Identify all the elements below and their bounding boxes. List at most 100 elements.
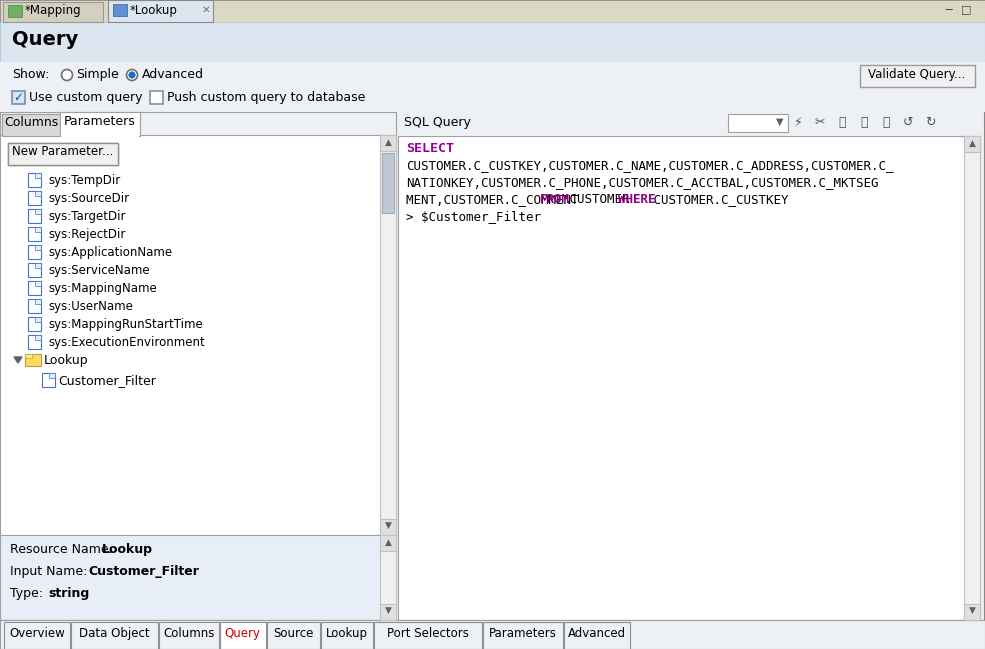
Bar bbox=[150, 91, 163, 104]
Text: Push custom query to database: Push custom query to database bbox=[167, 91, 365, 104]
Bar bbox=[220, 622, 266, 649]
Text: ▲: ▲ bbox=[384, 138, 391, 147]
Bar bbox=[380, 135, 396, 535]
Bar bbox=[964, 136, 980, 620]
Text: Port Selectors: Port Selectors bbox=[387, 627, 469, 640]
Bar bbox=[380, 535, 396, 620]
Text: Validate Query...: Validate Query... bbox=[869, 68, 965, 81]
Bar bbox=[25, 354, 32, 358]
Bar bbox=[42, 373, 55, 387]
Bar bbox=[35, 281, 41, 286]
Text: NATIONKEY,CUSTOMER.C_PHONE,CUSTOMER.C_ACCTBAL,CUSTOMER.C_MKTSEG: NATIONKEY,CUSTOMER.C_PHONE,CUSTOMER.C_AC… bbox=[406, 176, 879, 189]
Bar bbox=[4, 622, 70, 649]
Text: Lookup: Lookup bbox=[326, 627, 368, 640]
Text: ⎘: ⎘ bbox=[838, 116, 846, 129]
Text: Columns: Columns bbox=[164, 627, 215, 640]
Text: > $Customer_Filter: > $Customer_Filter bbox=[406, 210, 541, 223]
Bar bbox=[728, 114, 788, 132]
Text: Simple: Simple bbox=[76, 68, 119, 81]
Text: FROM: FROM bbox=[540, 193, 570, 206]
Bar bbox=[108, 0, 213, 22]
Text: sys:RejectDir: sys:RejectDir bbox=[48, 228, 125, 241]
Bar bbox=[267, 622, 319, 649]
Bar bbox=[380, 604, 396, 620]
Text: string: string bbox=[48, 587, 90, 600]
Text: Show:: Show: bbox=[12, 68, 49, 81]
Text: Customer_Filter: Customer_Filter bbox=[58, 374, 156, 387]
Text: Resource Name:: Resource Name: bbox=[10, 543, 113, 556]
Bar bbox=[380, 535, 396, 551]
Text: New Parameter...: New Parameter... bbox=[13, 145, 113, 158]
Text: CUSTOMER.C_CUSTKEY: CUSTOMER.C_CUSTKEY bbox=[646, 193, 788, 206]
Text: ⎗: ⎗ bbox=[860, 116, 868, 129]
Text: sys:MappingRunStartTime: sys:MappingRunStartTime bbox=[48, 318, 203, 331]
Bar bbox=[398, 136, 980, 620]
Text: SELECT: SELECT bbox=[406, 142, 454, 155]
Bar bbox=[35, 227, 41, 232]
Text: Advanced: Advanced bbox=[142, 68, 204, 81]
Bar bbox=[28, 173, 41, 187]
Text: Columns: Columns bbox=[4, 116, 58, 129]
Bar bbox=[28, 191, 41, 205]
Bar bbox=[860, 65, 975, 87]
Bar bbox=[35, 173, 41, 178]
Text: ▼: ▼ bbox=[384, 521, 391, 530]
Bar bbox=[320, 622, 373, 649]
Bar bbox=[28, 227, 41, 241]
Text: Lookup: Lookup bbox=[102, 543, 153, 556]
Bar bbox=[61, 134, 139, 137]
Bar bbox=[964, 604, 980, 620]
Text: sys:ApplicationName: sys:ApplicationName bbox=[48, 246, 172, 259]
Text: Parameters: Parameters bbox=[489, 627, 557, 640]
Text: Lookup: Lookup bbox=[44, 354, 89, 367]
Text: ↺: ↺ bbox=[902, 116, 913, 129]
Bar bbox=[563, 622, 630, 649]
Text: Overview: Overview bbox=[9, 627, 65, 640]
Text: ▲: ▲ bbox=[384, 538, 391, 547]
Circle shape bbox=[126, 69, 138, 80]
Text: MENT,CUSTOMER.C_COMMENT: MENT,CUSTOMER.C_COMMENT bbox=[406, 193, 586, 206]
Text: *Lookup: *Lookup bbox=[130, 4, 178, 17]
Text: Advanced: Advanced bbox=[567, 627, 625, 640]
Text: Query: Query bbox=[225, 627, 261, 640]
Text: WHERE: WHERE bbox=[618, 193, 656, 206]
Bar bbox=[380, 519, 396, 535]
Bar bbox=[0, 620, 985, 649]
Bar bbox=[8, 143, 118, 165]
Bar bbox=[160, 622, 219, 649]
Text: sys:ExecutionEnvironment: sys:ExecutionEnvironment bbox=[48, 336, 205, 349]
Text: sys:ServiceName: sys:ServiceName bbox=[48, 264, 150, 277]
Text: ▲: ▲ bbox=[968, 139, 975, 148]
Text: Data Object: Data Object bbox=[80, 627, 150, 640]
Text: sys:TargetDir: sys:TargetDir bbox=[48, 210, 125, 223]
Bar bbox=[28, 299, 41, 313]
Bar bbox=[28, 209, 41, 223]
Text: 🗑: 🗑 bbox=[883, 116, 889, 129]
Bar bbox=[0, 135, 396, 535]
Text: ▼: ▼ bbox=[776, 117, 784, 127]
Bar bbox=[380, 135, 396, 151]
Text: ▼: ▼ bbox=[968, 606, 975, 615]
Text: Use custom query: Use custom query bbox=[29, 91, 143, 104]
Text: ✓: ✓ bbox=[13, 91, 23, 104]
Bar bbox=[0, 22, 985, 62]
Text: Customer_Filter: Customer_Filter bbox=[88, 565, 199, 578]
Bar bbox=[0, 62, 985, 88]
Text: Input Name:: Input Name: bbox=[10, 565, 88, 578]
Bar bbox=[28, 335, 41, 349]
Bar bbox=[8, 143, 118, 165]
Text: Type:: Type: bbox=[10, 587, 43, 600]
Text: sys:SourceDir: sys:SourceDir bbox=[48, 192, 129, 205]
Bar bbox=[35, 335, 41, 340]
Bar bbox=[28, 317, 41, 331]
Text: sys:TempDir: sys:TempDir bbox=[48, 174, 120, 187]
Bar bbox=[3, 2, 103, 22]
Text: ─: ─ bbox=[945, 4, 952, 14]
Text: Parameters: Parameters bbox=[64, 115, 136, 128]
Text: sys:UserName: sys:UserName bbox=[48, 300, 133, 313]
Bar bbox=[0, 0, 985, 22]
Bar bbox=[0, 112, 396, 136]
Bar bbox=[35, 245, 41, 250]
Circle shape bbox=[129, 72, 135, 78]
Bar bbox=[35, 299, 41, 304]
